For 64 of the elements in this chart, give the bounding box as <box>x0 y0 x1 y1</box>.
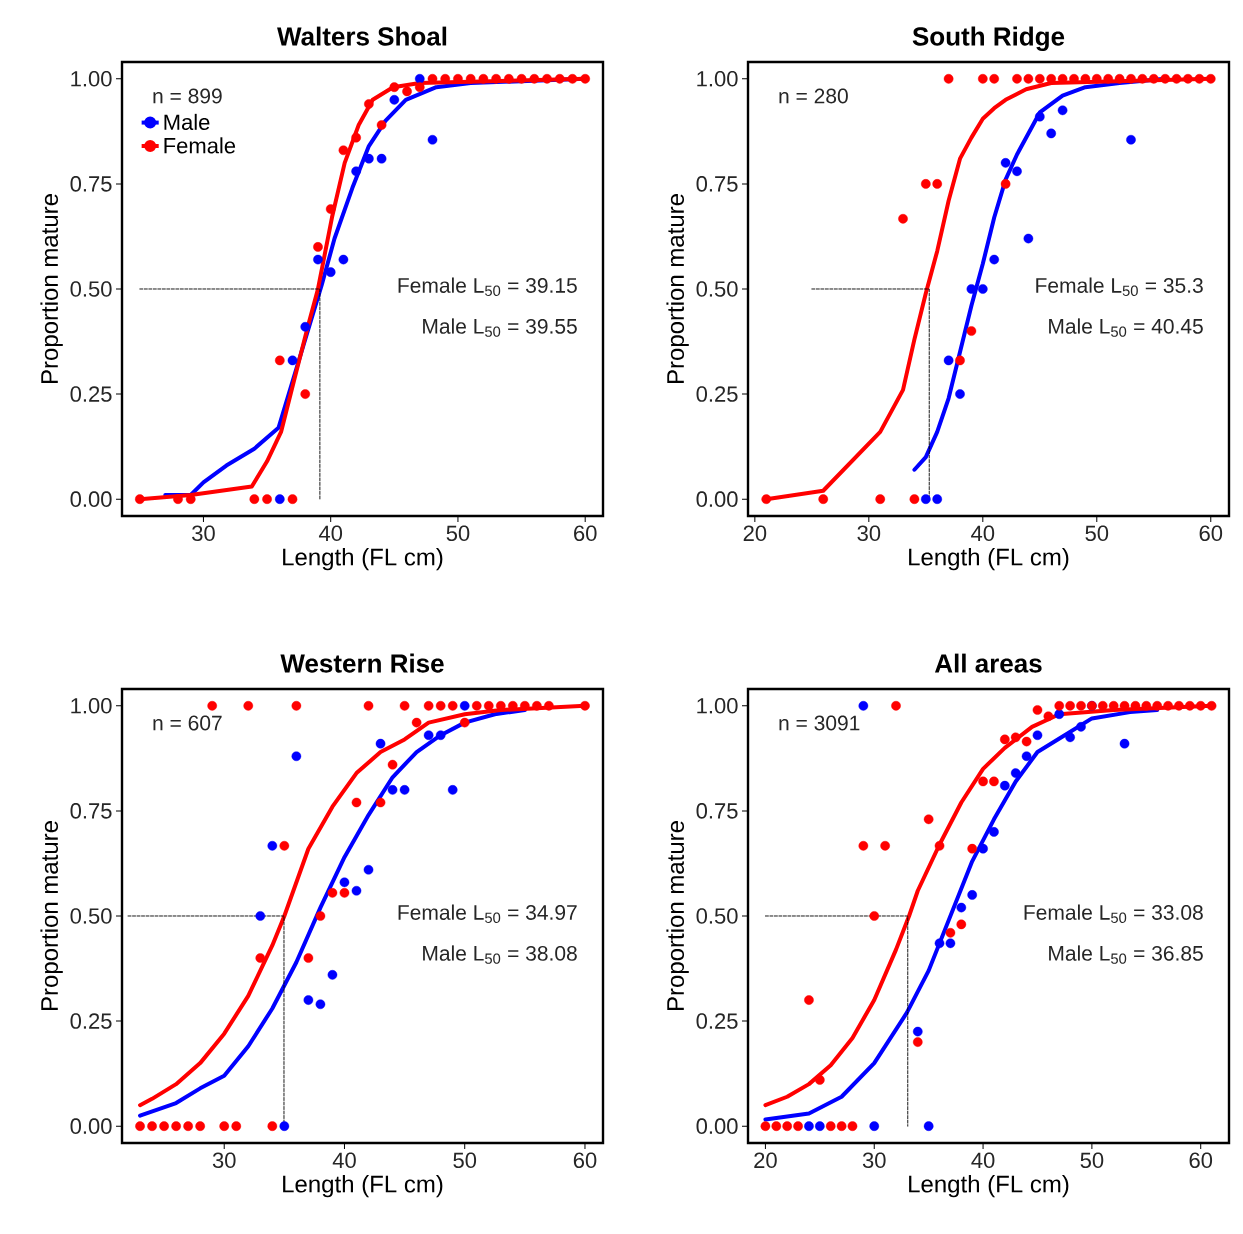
y-axis-title: Proportion mature <box>666 821 689 1011</box>
x-tick-label: 30 <box>857 525 881 542</box>
y-tick-label: 1.00 <box>71 698 112 714</box>
y-tick-label: 0.50 <box>70 908 112 924</box>
x-tick-label: 50 <box>1080 1152 1104 1169</box>
annotation: Female L$_{50}$ = 33.08 <box>1024 904 1203 923</box>
annotation: n = 607 <box>153 715 222 731</box>
x-axis-title: Length (FL cm) <box>283 547 443 571</box>
annotation: Female L$_{50}$ = 39.15 <box>398 277 577 296</box>
x-axis-title: Length (FL cm) <box>909 547 1069 571</box>
x-tick-label: 20 <box>754 1152 777 1169</box>
x-tick-label: 50 <box>453 1152 477 1169</box>
x-tick-label: 40 <box>971 1152 995 1169</box>
annotation: n = 899 <box>153 88 222 104</box>
y-axis-title: Proportion mature <box>40 821 63 1011</box>
y-tick-label: 0.75 <box>696 176 738 192</box>
y-tick-label: 0.75 <box>70 803 112 819</box>
x-tick-label: 30 <box>862 1152 886 1169</box>
annotation: Male L$_{50}$ = 36.85 <box>1049 945 1203 964</box>
x-axis-title: Length (FL cm) <box>283 1174 443 1198</box>
y-axis-title: Proportion mature <box>40 194 63 384</box>
y-tick-label: 0.75 <box>70 176 112 192</box>
x-tick-label: 60 <box>1199 525 1223 542</box>
annotation: n = 280 <box>779 88 848 104</box>
y-tick-label: 0.00 <box>70 491 112 507</box>
x-tick-label: 30 <box>212 1152 236 1169</box>
x-tick-label: 60 <box>573 1152 597 1169</box>
y-tick-label: 0.25 <box>696 1013 738 1029</box>
legend-label: Male <box>164 113 210 131</box>
x-tick-label: 50 <box>446 525 470 542</box>
x-axis-title: Length (FL cm) <box>909 1174 1069 1198</box>
y-tick-label: 0.00 <box>696 491 738 507</box>
chart-title: All areas <box>934 653 1042 673</box>
y-tick-label: 0.75 <box>696 803 738 819</box>
y-axis-title: Proportion mature <box>666 194 689 384</box>
y-tick-label: 0.50 <box>696 908 738 924</box>
annotation: Male L$_{50}$ = 39.55 <box>423 318 577 337</box>
y-tick-label: 1.00 <box>71 71 112 87</box>
y-tick-label: 0.50 <box>696 281 738 297</box>
x-tick-label: 60 <box>1189 1152 1213 1169</box>
y-tick-label: 0.25 <box>696 386 738 402</box>
annotation: Male L$_{50}$ = 40.45 <box>1049 318 1203 337</box>
y-tick-label: 1.00 <box>697 698 738 714</box>
x-tick-label: 50 <box>1085 525 1109 542</box>
annotation: Female L$_{50}$ = 34.97 <box>398 904 577 923</box>
y-tick-label: 0.25 <box>70 1013 112 1029</box>
chart-title: South Ridge <box>912 26 1065 51</box>
annotation: n = 3091 <box>779 715 860 731</box>
y-tick-label: 0.00 <box>696 1118 738 1134</box>
x-tick-label: 60 <box>574 525 597 542</box>
x-tick-label: 30 <box>192 525 215 542</box>
x-tick-label: 40 <box>318 525 343 542</box>
y-tick-label: 0.00 <box>70 1118 112 1134</box>
legend-label: Female <box>164 137 236 154</box>
chart-title: Western Rise <box>280 653 444 673</box>
y-tick-label: 0.50 <box>70 281 112 297</box>
annotation: Female L$_{50}$ = 35.3 <box>1036 277 1203 296</box>
y-tick-label: 0.25 <box>70 386 112 402</box>
x-tick-label: 40 <box>971 525 995 542</box>
x-tick-label: 20 <box>743 525 767 542</box>
x-tick-label: 40 <box>332 1152 356 1169</box>
chart-title: Walters Shoal <box>277 26 447 46</box>
y-tick-label: 1.00 <box>697 71 738 87</box>
annotation: Male L$_{50}$ = 38.08 <box>423 945 577 964</box>
